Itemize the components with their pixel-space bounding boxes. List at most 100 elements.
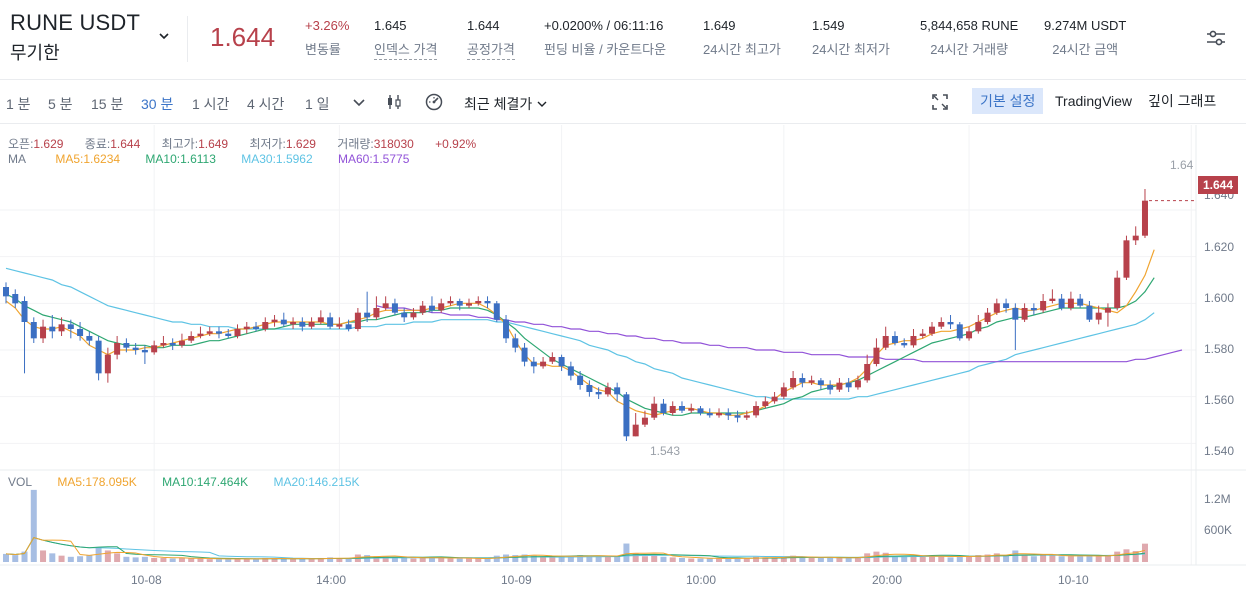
symbol-name[interactable]: RUNE USDT	[10, 10, 141, 35]
volume-bar	[901, 556, 908, 562]
volume-bar	[975, 555, 982, 562]
low-value: 1.629	[285, 137, 316, 151]
volume-bar	[688, 558, 695, 562]
volume-bar	[929, 556, 935, 562]
volume-bar	[447, 558, 454, 562]
candle-body	[910, 336, 917, 346]
current-price-tag: 1.644	[1198, 176, 1238, 194]
price-chart[interactable]	[0, 125, 1246, 592]
close-value: 1.644	[110, 137, 141, 151]
volume-bar	[466, 558, 472, 562]
volume-bar	[836, 557, 843, 562]
candle-body	[753, 406, 760, 416]
ticker-header: RUNE USDT 무기한 1.644 +3.26% 변동률 1.645 인덱스…	[0, 0, 1246, 80]
candle-body	[836, 382, 843, 390]
volume-bar	[947, 557, 954, 562]
view-basic[interactable]: 기본 설정	[972, 88, 1044, 114]
timeframe-1h[interactable]: 1 시간	[192, 96, 230, 112]
volume-bar	[734, 557, 741, 562]
time-tick: 20:00	[872, 573, 903, 587]
stat-value: 9.274M USDT	[1044, 18, 1127, 33]
candle-body	[67, 324, 74, 329]
volume-bar	[86, 555, 93, 562]
volume-tick: 1.2M	[1204, 492, 1231, 506]
vol-ma5-line	[5, 537, 1146, 560]
volume-bar	[243, 558, 250, 562]
volume-bar	[188, 558, 195, 562]
ohlc-legend: 오픈:1.629 종료:1.644 최고가:1.649 최저가:1.629 거래…	[8, 135, 476, 152]
candle-body	[354, 312, 361, 329]
volume-bar	[49, 553, 56, 562]
recent-trade-price-select[interactable]: 최근 체결가	[464, 94, 548, 114]
low-label: 최저가:	[249, 137, 286, 151]
candle-body	[845, 382, 852, 388]
stat-24h-high: 1.649 24시간 최고가	[703, 18, 781, 58]
timeframe-4h[interactable]: 4 시간	[247, 96, 285, 112]
candle-body	[215, 331, 222, 334]
volume-tick: 600K	[1204, 523, 1233, 537]
volume-bar	[660, 556, 667, 562]
volume-bar	[910, 555, 917, 562]
candle-body	[1086, 305, 1093, 320]
volume-bar	[817, 557, 824, 562]
ma60-legend: MA60:1.5775	[337, 152, 410, 166]
chevron-down-icon[interactable]	[349, 92, 369, 112]
indicator-gauge-icon[interactable]	[424, 92, 444, 112]
volume-bar	[336, 558, 343, 562]
view-depth[interactable]: 깊이 그래프	[1148, 93, 1217, 109]
candle-body	[151, 345, 158, 353]
stat-label[interactable]: 공정가격	[467, 39, 515, 60]
candle-body	[1049, 298, 1056, 301]
volume-bar	[391, 557, 398, 562]
candlestick-icon[interactable]	[384, 92, 404, 112]
candle-body	[790, 378, 797, 388]
candle-body	[716, 413, 723, 416]
volume-bar	[1003, 555, 1010, 562]
volume-bar	[540, 556, 547, 562]
contract-type[interactable]: 무기한	[10, 43, 60, 63]
time-tick: 10-09	[501, 573, 532, 587]
volume-bar	[799, 557, 806, 562]
stat-value: 5,844,658 RUNE	[920, 18, 1019, 33]
sliders-icon[interactable]	[1204, 26, 1228, 50]
volume-bar	[401, 557, 408, 562]
stat-value: 1.645	[374, 18, 407, 33]
change-value: +0.92%	[435, 137, 477, 151]
timeframe-5m[interactable]: 5 분	[48, 96, 73, 112]
stat-label: 변동률	[305, 42, 341, 57]
candle-body	[530, 361, 537, 367]
candle-body	[58, 324, 65, 332]
timeframe-15m[interactable]: 15 분	[91, 96, 124, 112]
candle-body	[586, 385, 593, 392]
timeframe-30m[interactable]: 30 분	[141, 96, 174, 112]
stat-value: 1.644	[467, 18, 500, 33]
candle-body	[410, 312, 417, 318]
volume-bar	[30, 489, 37, 562]
volume-bar	[762, 557, 769, 562]
timeframe-1m[interactable]: 1 분	[6, 96, 31, 112]
time-tick: 10-10	[1058, 573, 1089, 587]
timeframe-1d[interactable]: 1 일	[305, 96, 330, 112]
chevron-down-icon	[537, 101, 547, 107]
candle-body	[336, 324, 343, 327]
volume-bar	[169, 558, 176, 562]
volume-bar	[345, 558, 352, 562]
fullscreen-icon[interactable]	[930, 92, 950, 112]
candle-body	[623, 394, 630, 437]
low-price-marker: 1.543	[650, 444, 681, 458]
candle-body	[1095, 312, 1102, 320]
chevron-down-icon[interactable]	[157, 29, 171, 43]
stat-mark-price: 1.644 공정가격	[467, 18, 515, 60]
stat-label[interactable]: 펀딩 비율 / 카운트다운	[544, 42, 667, 57]
volume-bar	[577, 555, 584, 562]
vol-ma20-legend: MA20:146.215K	[273, 475, 360, 489]
stat-value: 1.549	[812, 18, 845, 33]
volume-bar	[428, 556, 435, 562]
stat-label[interactable]: 인덱스 가격	[374, 39, 438, 60]
volume-bar	[567, 555, 574, 562]
volume-bar	[178, 557, 185, 562]
candle-body	[345, 324, 352, 329]
ma10-legend: MA10:1.6113	[145, 152, 216, 166]
view-tradingview[interactable]: TradingView	[1055, 93, 1133, 109]
ma10-line	[5, 277, 1155, 416]
